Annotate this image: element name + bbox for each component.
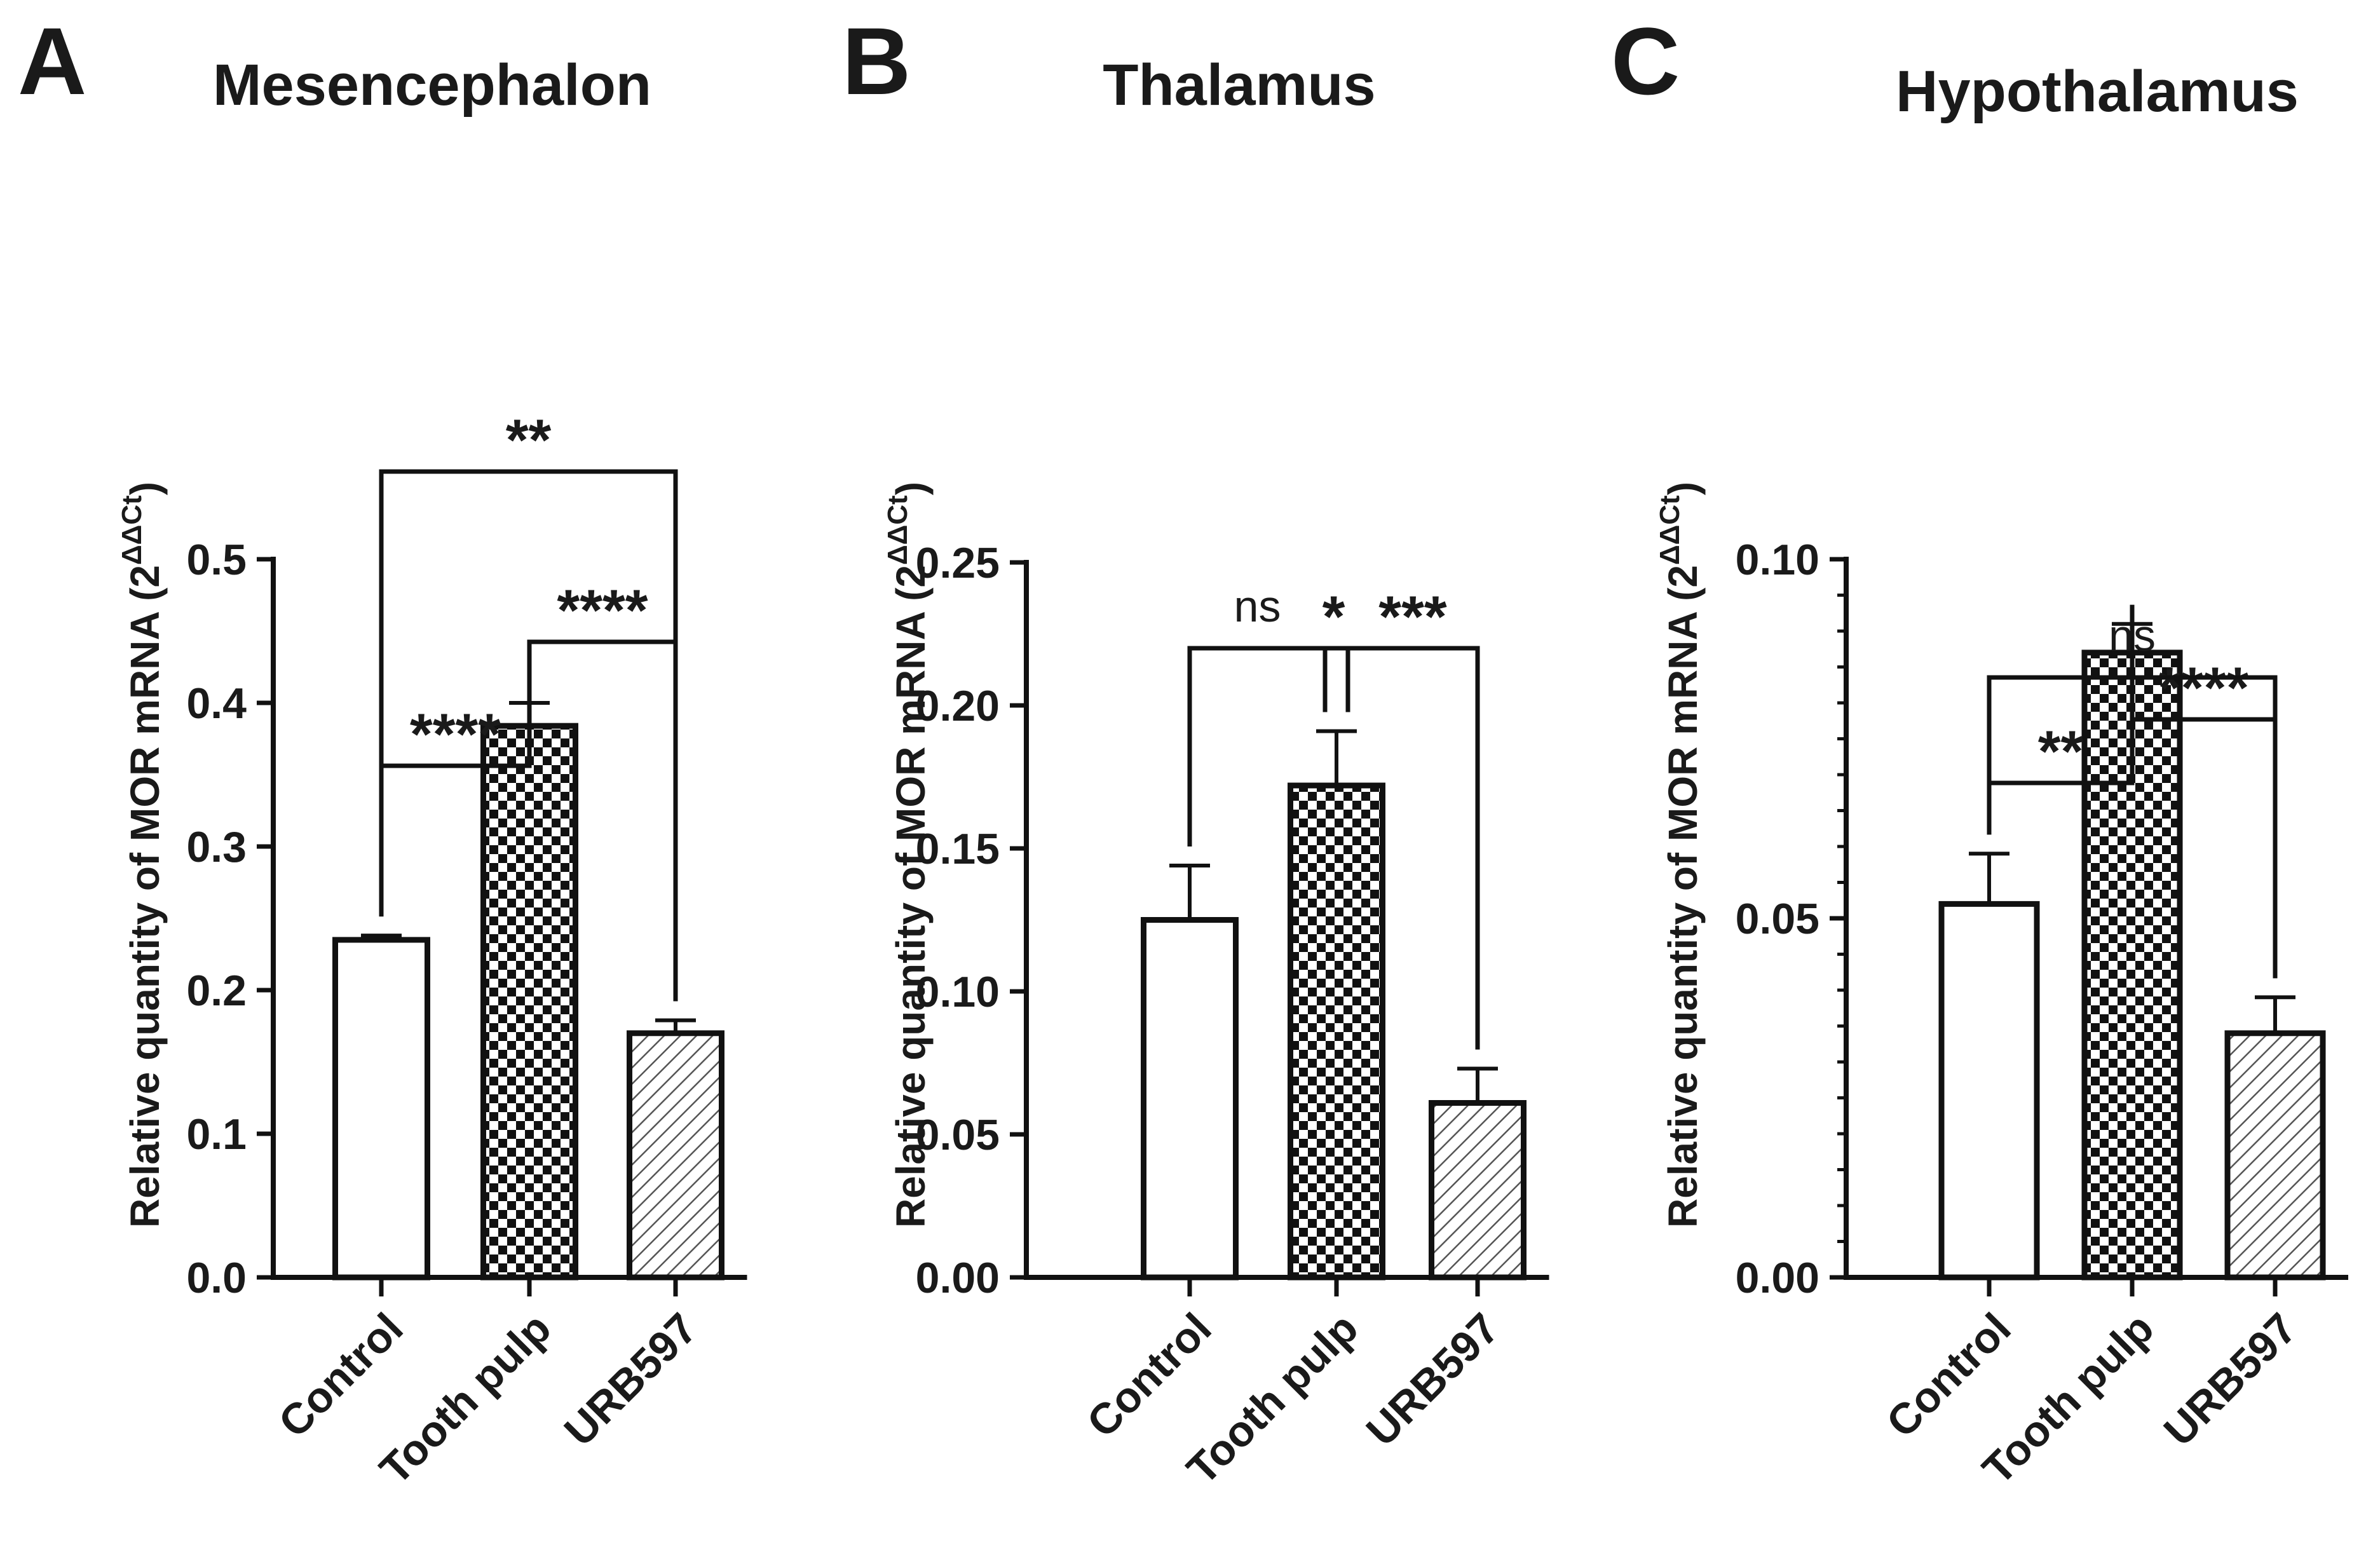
x-category-label: URB597 xyxy=(555,1304,706,1455)
y-tick-label: 0.15 xyxy=(916,825,1000,873)
y-axis-label-main: Relative quantity of MOR mRNA (2 xyxy=(122,565,168,1228)
y-tick-label: 0.10 xyxy=(916,968,1000,1016)
chart-title: Mesencephalon xyxy=(213,53,651,118)
x-category-label: Control xyxy=(1078,1304,1221,1447)
y-tick-label: 0.00 xyxy=(916,1254,1000,1302)
y-tick-label: 0.4 xyxy=(186,679,247,728)
y-tick-label: 0.00 xyxy=(1736,1254,1819,1302)
y-axis-label-close: ) xyxy=(1660,482,1706,495)
bar-tooth-pulp xyxy=(1288,782,1385,1281)
panel-mesencephalon: A Mesencephalon Relative quantity of MOR… xyxy=(18,8,747,1493)
x-category-label: Control xyxy=(1877,1304,2020,1447)
y-tick-label: 0.0 xyxy=(186,1254,247,1302)
x-category-label: URB597 xyxy=(2154,1304,2306,1455)
bar-control xyxy=(332,937,430,1281)
significance-bracket xyxy=(379,469,678,1002)
y-tick-label: 0.1 xyxy=(186,1110,247,1159)
y-axis-label-superscript: ΔΔCt xyxy=(882,495,913,565)
y-axis-label-superscript: ΔΔCt xyxy=(1654,495,1685,565)
chart-title: Thalamus xyxy=(1103,53,1375,118)
y-axis-label-main: Relative quantity of MOR mRNA (2 xyxy=(888,565,934,1228)
significance-label: **** xyxy=(557,578,648,643)
significance-label: **** xyxy=(410,702,501,767)
bar-control xyxy=(1141,917,1239,1281)
panel-letter: A xyxy=(18,8,86,114)
y-tick-label: 0.25 xyxy=(916,539,1000,587)
bar-urb597 xyxy=(627,1030,724,1281)
significance-label: ns xyxy=(2109,611,2156,660)
y-tick-label: 0.5 xyxy=(186,536,247,584)
y-tick-label: 0.2 xyxy=(186,967,247,1015)
bar-urb597 xyxy=(2224,1030,2326,1281)
bar-control xyxy=(1938,901,2040,1281)
y-axis-label-close: ) xyxy=(122,482,168,495)
significance-label: ** xyxy=(2038,719,2084,784)
chart-title: Hypothalamus xyxy=(1896,59,2299,124)
y-tick-label: 0.10 xyxy=(1736,536,1819,584)
y-axis-label-close: ) xyxy=(888,482,934,495)
y-tick-label: 0.05 xyxy=(1736,895,1819,943)
y-axis-label: Relative quantity of MOR mRNA (2ΔΔCt) xyxy=(116,482,168,1228)
panel-letter: C xyxy=(1611,8,1680,114)
panel-thalamus: B Thalamus Relative quantity of MOR mRNA… xyxy=(842,8,1549,1493)
panel-hypothalamus: C Hypothalamus Relative quantity of MOR … xyxy=(1611,8,2348,1493)
significance-label: **** xyxy=(2158,656,2249,721)
significance-label: *** xyxy=(1378,585,1447,649)
significance-bracket xyxy=(1187,646,1480,1050)
significance-label: ** xyxy=(506,408,552,473)
x-category-label: Control xyxy=(269,1304,412,1447)
y-tick-label: 0.05 xyxy=(916,1111,1000,1159)
y-tick-label: 0.20 xyxy=(916,682,1000,730)
y-axis-label: Relative quantity of MOR mRNA (2ΔΔCt) xyxy=(1654,482,1706,1228)
bar-urb597 xyxy=(1429,1100,1527,1281)
significance-label: ns xyxy=(1234,581,1281,631)
bar-tooth-pulp xyxy=(480,723,578,1281)
y-axis-label-superscript: ΔΔCt xyxy=(116,495,147,565)
significance-label: * xyxy=(1323,585,1345,649)
y-tick-label: 0.3 xyxy=(186,823,247,871)
y-axis-label: Relative quantity of MOR mRNA (2ΔΔCt) xyxy=(882,482,934,1228)
y-axis-label-main: Relative quantity of MOR mRNA (2 xyxy=(1660,565,1706,1228)
significance-bracket xyxy=(1987,675,2278,979)
x-category-label: URB597 xyxy=(1357,1304,1508,1455)
panel-letter: B xyxy=(842,8,911,114)
